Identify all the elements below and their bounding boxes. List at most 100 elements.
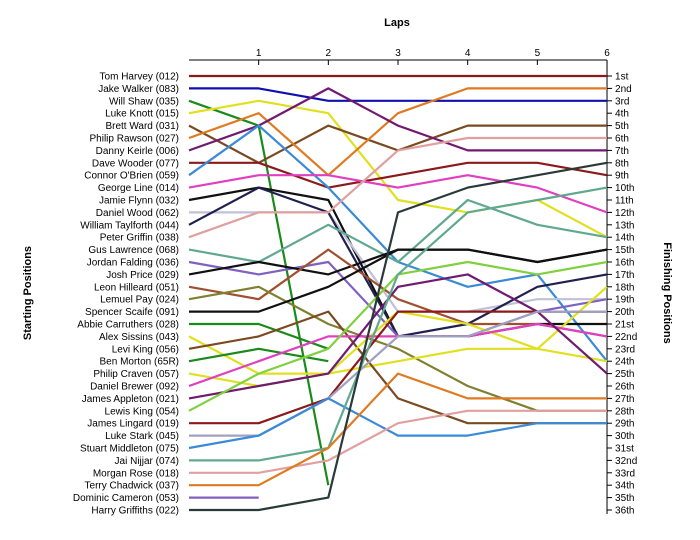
driver-label: Josh Price (029) — [106, 270, 179, 281]
series-line-34 — [189, 372, 607, 487]
driver-label: Jordan Falding (036) — [87, 258, 179, 269]
driver-label: Gus Lawrence (068) — [88, 245, 179, 256]
finish-position-label: 28th — [615, 406, 634, 417]
driver-label: Danny Keirle (006) — [96, 146, 179, 157]
left-axis-label: Starting Positions — [22, 246, 34, 340]
driver-label: Will Shaw (035) — [109, 96, 179, 107]
driver-label: James Appleton (021) — [82, 394, 179, 405]
driver-label: Lewis King (054) — [105, 406, 179, 417]
finish-position-label: 35th — [615, 493, 634, 504]
series-line-20 — [189, 248, 608, 313]
finish-position-label: 21st — [615, 320, 634, 331]
finish-position-label: 7th — [615, 146, 629, 157]
series-line-8 — [189, 161, 608, 189]
finish-position-label: 8th — [615, 158, 629, 169]
x-tick-label: 1 — [256, 48, 262, 59]
series-line-21 — [189, 322, 329, 350]
finish-position-label: 29th — [615, 419, 634, 430]
finish-position-label: 3rd — [615, 96, 629, 107]
finish-position-label: 32nd — [615, 456, 637, 467]
driver-label: Luke Stark (045) — [105, 431, 179, 442]
series-line-31 — [188, 397, 607, 450]
finish-position-label: 26th — [615, 382, 634, 393]
finish-position-label: 33rd — [615, 468, 635, 479]
finish-position-label: 5th — [615, 121, 629, 132]
finish-position-label: 13th — [615, 220, 634, 231]
finish-position-label: 31st — [615, 444, 634, 455]
driver-label: Levi King (056) — [112, 344, 179, 355]
driver-label: Brett Ward (031) — [105, 121, 179, 132]
driver-label: James Lingard (019) — [87, 419, 179, 430]
series-line-2 — [189, 87, 607, 102]
finish-position-label: 12th — [615, 208, 634, 219]
driver-label: William Taylforth (044) — [80, 220, 179, 231]
finish-position-label: 11th — [615, 196, 634, 207]
driver-label: George Line (014) — [98, 183, 179, 194]
driver-label: Tom Harvey (012) — [100, 72, 179, 83]
driver-label: Luke Knott (015) — [105, 109, 179, 120]
right-axis-label: Finishing Positions — [661, 242, 673, 343]
driver-label: Dave Wooder (077) — [92, 158, 179, 169]
finish-position-label: 17th — [615, 270, 634, 281]
axes: 1 2 3 4 5 6 — [189, 48, 610, 514]
finish-position-label: 36th — [615, 506, 634, 517]
driver-label: Terry Chadwick (037) — [85, 481, 179, 492]
finish-position-label: 15th — [615, 245, 634, 256]
finish-position-label: 19th — [615, 295, 634, 306]
finish-position-label: 22nd — [615, 332, 637, 343]
x-tick-label: 6 — [604, 48, 610, 59]
finish-position-label: 1st — [615, 72, 629, 83]
series-line-3 — [188, 99, 330, 486]
driver-label: Philip Craven (057) — [93, 369, 179, 380]
x-tick-label: 2 — [326, 48, 332, 59]
driver-label: Philip Rawson (027) — [90, 134, 180, 145]
finish-position-label: 27th — [615, 394, 634, 405]
driver-label: Lemuel Pay (024) — [100, 295, 179, 306]
finish-position-label: 14th — [615, 233, 634, 244]
driver-label: Ben Morton (65R) — [100, 357, 179, 368]
finish-position-label: 16th — [615, 258, 634, 269]
driver-label: Abbie Carruthers (028) — [77, 320, 179, 331]
driver-label: Harry Griffiths (022) — [91, 506, 179, 517]
driver-label: Leon Hilleard (051) — [94, 282, 179, 293]
driver-label: Jake Walker (083) — [98, 84, 179, 95]
finish-position-label: 25th — [615, 369, 634, 380]
driver-label: Jamie Flynn (032) — [99, 196, 179, 207]
driver-label: Morgan Rose (018) — [93, 468, 179, 479]
series-line-32 — [189, 186, 608, 462]
series-line-36 — [189, 161, 608, 512]
finish-position-label: 2nd — [615, 84, 632, 95]
finish-position-label: 4th — [615, 109, 629, 120]
finish-position-label: 6th — [615, 134, 629, 145]
series-line-19 — [188, 285, 607, 412]
series-line-29 — [189, 310, 607, 425]
driver-label: Daniel Wood (062) — [96, 208, 179, 219]
driver-label: Jai Nijjar (074) — [115, 456, 179, 467]
series-line-10 — [188, 174, 608, 214]
finish-position-label: 9th — [615, 171, 629, 182]
finish-position-label: 23rd — [615, 344, 635, 355]
starting-position-labels: Tom Harvey (012)Jake Walker (083)Will Sh… — [73, 72, 179, 517]
series-line-15 — [188, 198, 608, 264]
driver-label: Daniel Brewer (092) — [90, 382, 179, 393]
x-tick-label: 4 — [465, 48, 471, 59]
series-layer — [188, 74, 608, 512]
driver-label: Alex Sissins (043) — [99, 332, 179, 343]
finish-position-label: 30th — [615, 431, 634, 442]
finish-position-label: 34th — [615, 481, 634, 492]
driver-label: Stuart Middleton (075) — [80, 444, 179, 455]
driver-label: Spencer Scaife (091) — [85, 307, 179, 318]
finish-position-label: 18th — [615, 282, 634, 293]
chart-title: Laps — [384, 17, 410, 29]
finish-position-label: 10th — [615, 183, 634, 194]
series-line-23 — [188, 310, 607, 425]
x-tick-label: 5 — [535, 48, 541, 59]
series-line-7 — [188, 87, 607, 152]
finish-position-label: 24th — [615, 357, 634, 368]
finish-position-label: 20th — [615, 307, 634, 318]
driver-label: Dominic Cameron (053) — [73, 493, 179, 504]
series-line-24 — [188, 347, 329, 363]
driver-label: Peter Griffin (038) — [100, 233, 179, 244]
series-line-14 — [188, 136, 607, 239]
